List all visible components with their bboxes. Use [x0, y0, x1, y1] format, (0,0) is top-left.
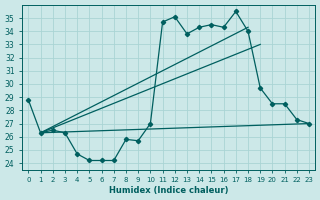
- X-axis label: Humidex (Indice chaleur): Humidex (Indice chaleur): [109, 186, 228, 195]
